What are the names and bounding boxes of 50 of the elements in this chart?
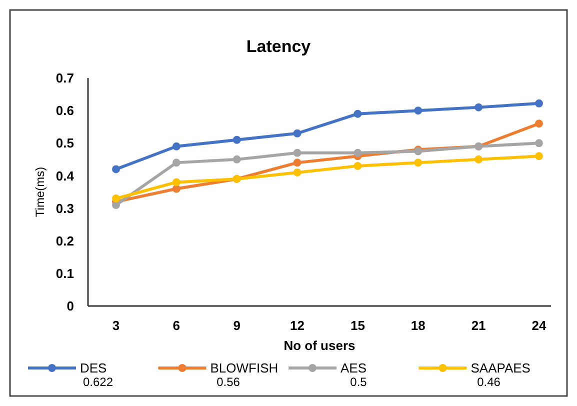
point — [414, 158, 422, 167]
x-tick-label: 9 — [233, 318, 240, 333]
x-axis-title: No of users — [284, 338, 356, 353]
x-tick-label: 18 — [410, 318, 426, 333]
point — [474, 103, 483, 112]
y-tick-label: 0 — [66, 298, 74, 314]
y-tick-label: 0.7 — [56, 70, 74, 86]
text: 0.622 — [82, 375, 114, 389]
point — [354, 162, 362, 170]
point — [535, 152, 543, 160]
point — [535, 99, 543, 108]
x-tick-label: 24 — [532, 318, 547, 333]
chart-title: Latency — [246, 37, 312, 56]
y-tick-label: 0.6 — [56, 103, 74, 118]
point — [354, 110, 362, 118]
y-tick-label: 0.2 — [56, 233, 74, 248]
y-tick-label: 0.3 — [56, 200, 74, 216]
x-tick-label: 3 — [112, 318, 120, 333]
y-tick-label: 0.1 — [56, 266, 74, 281]
legend-label: BLOWFISH — [210, 360, 278, 376]
point — [232, 136, 241, 144]
y-axis-title: Time(ms) — [33, 166, 47, 218]
point — [414, 106, 422, 115]
text: 0.56 — [216, 375, 240, 389]
legend-label: DES — [80, 360, 108, 376]
x-tick-label: 21 — [471, 318, 486, 333]
x-tick-label: 15 — [350, 318, 365, 333]
point — [172, 142, 180, 150]
point — [535, 139, 543, 148]
point — [293, 148, 302, 157]
point — [232, 155, 241, 164]
y-tick-label: 0.4 — [56, 168, 75, 184]
x-tick-label: 12 — [290, 318, 305, 333]
point — [293, 129, 302, 138]
point — [112, 194, 120, 203]
legend-label: SAAPAES — [470, 360, 531, 376]
point — [293, 168, 302, 176]
y-tick-label: 0.5 — [56, 136, 74, 151]
point — [112, 165, 120, 174]
point — [172, 158, 180, 167]
legend-label: AES — [340, 360, 367, 376]
point — [474, 155, 483, 164]
point — [293, 158, 302, 167]
point — [112, 201, 120, 210]
point — [172, 178, 180, 186]
point — [535, 120, 543, 128]
x-tick-label: 6 — [172, 318, 180, 333]
text: 0.5 — [350, 375, 368, 389]
text: 0.46 — [477, 375, 501, 389]
point — [354, 148, 362, 157]
